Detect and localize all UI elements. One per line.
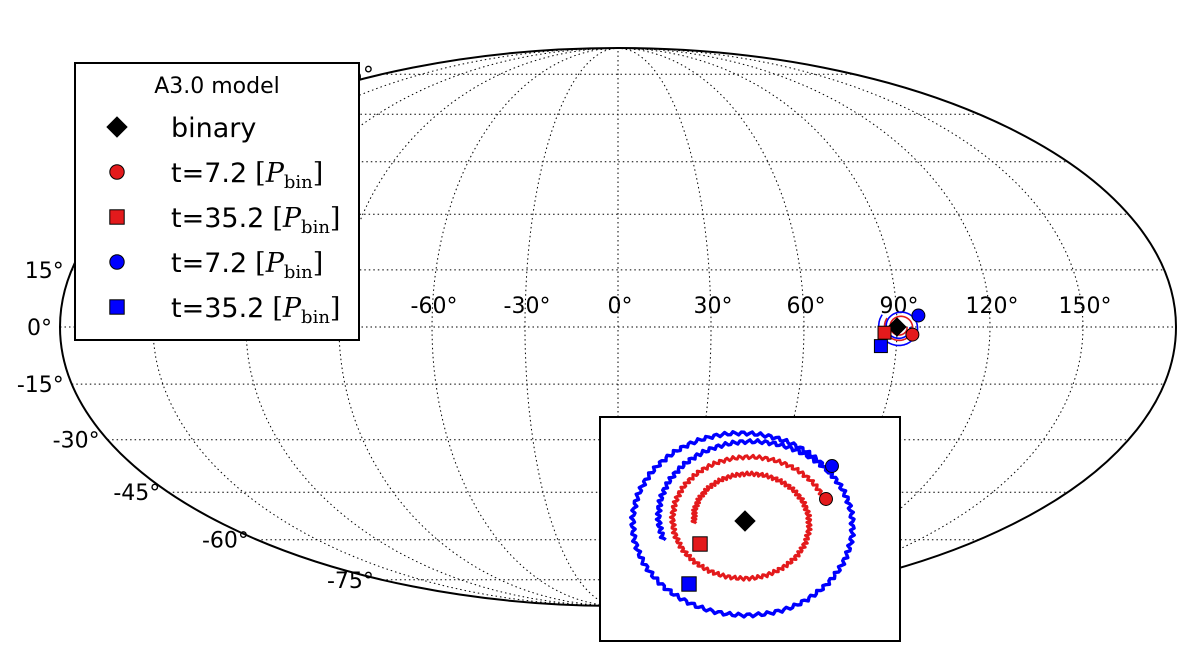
inset-binary-marker xyxy=(734,510,756,532)
legend-unit: [Pbin] xyxy=(255,248,323,283)
legend-marker xyxy=(109,254,125,270)
meridian-line xyxy=(152,47,619,607)
map-point xyxy=(877,325,892,340)
map-point xyxy=(911,308,926,323)
legend-entry: t=7.2 [Pbin] xyxy=(109,158,323,193)
lat-tick-label: -75° xyxy=(327,569,374,594)
inset-panel xyxy=(599,416,901,642)
legend-entry: t=7.2 [Pbin] xyxy=(109,248,323,283)
map-point xyxy=(887,317,907,337)
lon-tick-label: 120° xyxy=(966,294,1019,319)
legend-label: t=7.2 xyxy=(171,158,247,189)
legend-label: t=7.2 xyxy=(171,248,247,279)
legend-marker xyxy=(109,299,125,315)
legend-entry: t=35.2 [Pbin] xyxy=(109,203,340,238)
legend-entries: binary t=7.2 [Pbin] t=35.2 [Pbin] t=7.2 [Pbin]… xyxy=(106,113,340,328)
inset-start-marker xyxy=(825,459,839,473)
map-point xyxy=(905,327,920,342)
lon-tick-label: -60° xyxy=(411,294,458,319)
map-points xyxy=(873,308,926,354)
legend-unit: [Pbin] xyxy=(255,158,323,193)
lon-tick-label: 60° xyxy=(787,294,826,319)
meridian-line xyxy=(617,47,898,607)
lon-tick-label: 0° xyxy=(608,294,633,319)
inset-track-line xyxy=(668,453,829,582)
lat-tick-label: -45° xyxy=(113,481,160,506)
meridian-line xyxy=(431,47,619,607)
lon-tick-label: 150° xyxy=(1059,294,1112,319)
lon-tick-label: -30° xyxy=(504,294,551,319)
legend-box xyxy=(74,62,360,341)
inset-track-line xyxy=(629,430,856,619)
legend-unit: [Pbin] xyxy=(272,293,340,328)
map-point xyxy=(873,339,888,354)
lat-tick-label: -30° xyxy=(53,429,100,454)
legend-marker xyxy=(109,209,125,225)
inset-end-marker xyxy=(681,576,697,592)
lat-tick-label: -15° xyxy=(17,373,64,398)
legend-unit: [Pbin] xyxy=(272,203,340,238)
legend-marker xyxy=(106,116,128,138)
lat-tick-label: 15° xyxy=(25,259,64,284)
lat-tick-label: 0° xyxy=(27,316,52,341)
map-track-line xyxy=(883,315,914,342)
legend-entry: binary xyxy=(106,113,256,144)
inset-start-marker xyxy=(819,492,833,506)
lon-tick-label: 30° xyxy=(694,294,733,319)
legend-entry: t=35.2 [Pbin] xyxy=(109,293,340,328)
map-track-line xyxy=(877,311,919,347)
map-tracks xyxy=(877,311,919,347)
inset-tracks xyxy=(629,430,856,619)
meridian-line xyxy=(617,47,712,607)
inset-end-marker xyxy=(692,536,708,552)
legend-marker xyxy=(109,164,125,180)
legend-title: A3.0 model xyxy=(154,74,280,99)
legend-label: binary xyxy=(171,113,256,144)
legend-label: t=35.2 xyxy=(171,203,264,234)
legend: A3.0 model binary t=7.2 [Pbin] t=35.2 [Pbin]… xyxy=(74,62,360,341)
legend-label: t=35.2 xyxy=(171,293,264,324)
lat-tick-label: -60° xyxy=(202,529,249,554)
